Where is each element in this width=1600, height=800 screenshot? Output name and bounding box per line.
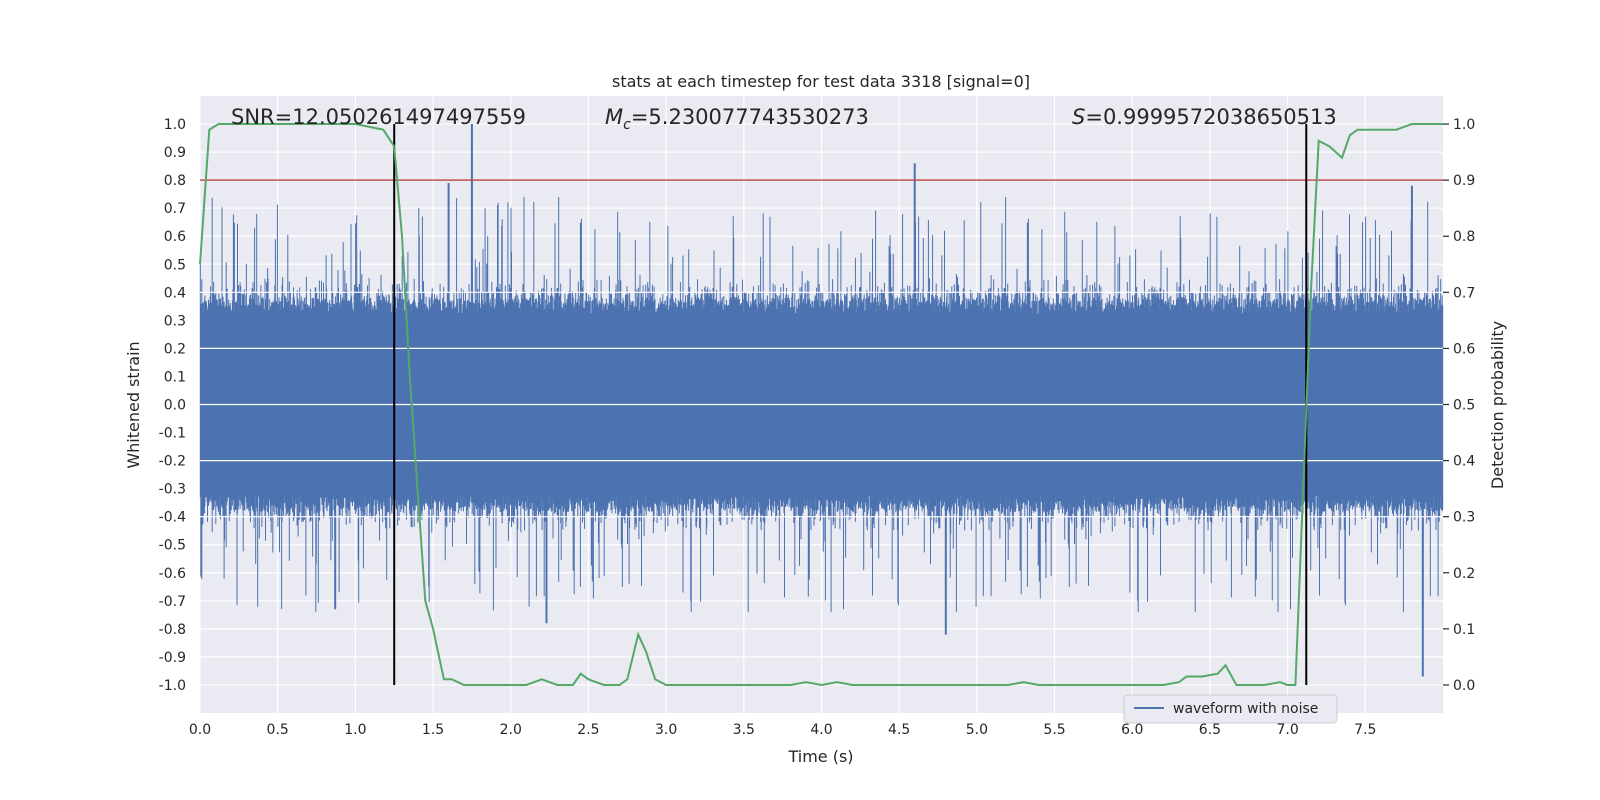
- y-tick-label: -0.5: [159, 538, 186, 554]
- statistic-value: =0.9999572038650513: [1085, 105, 1336, 129]
- legend-label: waveform with noise: [1173, 701, 1318, 717]
- x-tick-label: 7.5: [1354, 722, 1376, 738]
- y2-tick-label: 0.6: [1453, 341, 1475, 357]
- y-tick-label: 0.4: [164, 285, 186, 301]
- chart-title: stats at each timestep for test data 331…: [612, 72, 1030, 91]
- y2-tick-label: 0.3: [1453, 510, 1475, 526]
- statistic-symbol: S: [1072, 105, 1085, 129]
- chirp-mass-subscript: c: [623, 117, 631, 133]
- chart-marks: [199, 123, 1444, 687]
- y-tick-label: -0.7: [159, 594, 186, 610]
- x-tick-label: 3.0: [655, 722, 677, 738]
- y-tick-label: 0.9: [164, 145, 186, 161]
- x-tick-label: 5.5: [1043, 722, 1065, 738]
- x-tick-label: 5.0: [966, 722, 988, 738]
- y-tick-label: -0.1: [159, 426, 186, 442]
- x-tick-label: 6.5: [1199, 722, 1221, 738]
- y-tick-label: -0.3: [159, 482, 186, 498]
- y2-tick-label: 0.2: [1453, 566, 1475, 582]
- y-tick-label: -0.4: [159, 510, 186, 526]
- x-tick-label: 2.5: [577, 722, 599, 738]
- x-tick-label: 6.0: [1121, 722, 1143, 738]
- y-tick-label: 0.0: [164, 398, 186, 414]
- y-tick-label: 0.6: [164, 229, 186, 245]
- y-tick-label: 0.1: [164, 369, 186, 385]
- x-tick-label: 1.5: [422, 722, 444, 738]
- y-tick-label: 1.0: [164, 117, 186, 133]
- y-tick-label: -0.6: [159, 566, 186, 582]
- y-tick-label: 0.8: [164, 173, 186, 189]
- y-tick-label: 0.2: [164, 341, 186, 357]
- y-tick-label: 0.7: [164, 201, 186, 217]
- y2-tick-label: 0.4: [1453, 454, 1475, 470]
- chirp-mass-annotation: Mc=5.230077743530273: [605, 105, 869, 133]
- y2-tick-label: 1.0: [1453, 117, 1475, 133]
- legend-box: [1123, 694, 1338, 724]
- x-axis-label: Time (s): [787, 747, 853, 766]
- y2-tick-label: 0.0: [1453, 678, 1475, 694]
- x-tick-label: 0.5: [267, 722, 289, 738]
- y2-tick-label: 0.8: [1453, 229, 1475, 245]
- chirp-mass-value: =5.230077743530273: [631, 105, 869, 129]
- x-tick-label: 2.0: [500, 722, 522, 738]
- y-tick-label: -0.8: [159, 622, 186, 638]
- x-tick-label: 4.5: [888, 722, 910, 738]
- y2-tick-label: 0.9: [1453, 173, 1475, 189]
- y2-tick-label: 0.7: [1453, 285, 1475, 301]
- x-tick-label: 3.5: [733, 722, 755, 738]
- legend: waveform with noise: [1123, 694, 1338, 724]
- x-tick-label: 1.0: [344, 722, 366, 738]
- y-axis-label: Whitened strain: [124, 341, 143, 468]
- chirp-mass-symbol: M: [605, 105, 623, 129]
- detection-probability-line: [199, 123, 1443, 687]
- axis-ticks: 0.0 0.5 1.0 1.5 2.0 2.5 3.0 3.5 4.0 4.5 5.0 5.5 6.0 6…: [159, 117, 1476, 738]
- y-tick-label: -1.0: [159, 678, 186, 694]
- x-tick-label: 7.0: [1276, 722, 1298, 738]
- y-tick-label: 0.5: [164, 257, 186, 273]
- statistic-annotation: S=0.9999572038650513: [1072, 105, 1337, 129]
- snr-annotation: SNR=12.050261497497559: [231, 105, 526, 129]
- y-tick-label: -0.9: [159, 650, 186, 666]
- y2-axis-label: Detection probability: [1488, 321, 1507, 489]
- y-tick-label: -0.2: [159, 454, 186, 470]
- y2-tick-label: 0.5: [1453, 398, 1475, 414]
- y2-tick-label: 0.1: [1453, 622, 1475, 638]
- y-tick-label: 0.3: [164, 313, 186, 329]
- x-tick-label: 0.0: [189, 722, 211, 738]
- x-tick-label: 4.0: [810, 722, 832, 738]
